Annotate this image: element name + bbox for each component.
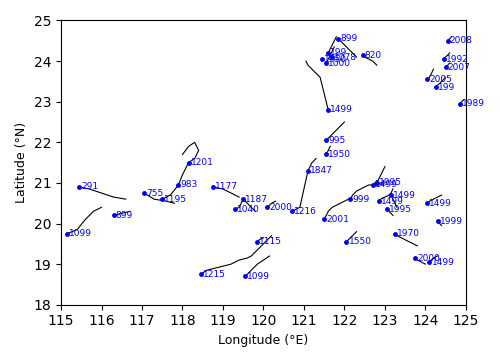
Text: 1970: 1970 xyxy=(397,229,420,238)
Text: 2000: 2000 xyxy=(418,253,440,262)
Text: 755: 755 xyxy=(146,189,164,198)
Text: 1499: 1499 xyxy=(430,199,452,208)
Text: 2000: 2000 xyxy=(270,203,292,212)
Text: 983: 983 xyxy=(180,180,198,189)
Text: 820: 820 xyxy=(364,51,382,59)
Text: 1499: 1499 xyxy=(393,191,416,199)
Y-axis label: Latitude (°N): Latitude (°N) xyxy=(15,122,28,203)
Text: 2008: 2008 xyxy=(450,36,472,45)
Text: 1000: 1000 xyxy=(328,59,351,68)
Text: 1550: 1550 xyxy=(348,237,372,246)
Text: 291: 291 xyxy=(82,182,98,191)
Text: 1099: 1099 xyxy=(69,229,92,238)
Text: 1115: 1115 xyxy=(260,237,282,246)
Text: 2005: 2005 xyxy=(430,75,452,84)
Text: 1499: 1499 xyxy=(432,258,454,266)
Text: 1099: 1099 xyxy=(248,272,270,281)
Text: 2007: 2007 xyxy=(448,63,470,72)
Text: 1499: 1499 xyxy=(330,105,353,114)
Text: 1215: 1215 xyxy=(202,270,226,279)
Text: 1187: 1187 xyxy=(245,195,268,204)
Text: 1499: 1499 xyxy=(381,197,404,206)
Text: 1499: 1499 xyxy=(375,180,398,189)
Text: 1195: 1195 xyxy=(164,195,188,204)
Text: 1999: 1999 xyxy=(440,217,462,226)
Text: 199: 199 xyxy=(438,83,455,92)
X-axis label: Longitude (°E): Longitude (°E) xyxy=(218,334,308,347)
Text: 1177: 1177 xyxy=(215,182,238,191)
Text: 899: 899 xyxy=(340,34,357,43)
Text: 1040: 1040 xyxy=(237,205,260,214)
Text: 1992: 1992 xyxy=(446,55,468,64)
Text: 2001: 2001 xyxy=(326,215,349,224)
Text: 199: 199 xyxy=(330,49,347,58)
Text: 899: 899 xyxy=(116,211,133,220)
Text: 1989: 1989 xyxy=(462,99,485,108)
Text: 1950: 1950 xyxy=(324,55,347,64)
Text: 1078: 1078 xyxy=(334,52,357,62)
Text: 995: 995 xyxy=(328,136,345,145)
Text: 1950: 1950 xyxy=(328,150,351,159)
Text: 1995: 1995 xyxy=(389,205,412,214)
Text: 1201: 1201 xyxy=(190,158,214,167)
Text: 1847: 1847 xyxy=(310,166,333,175)
Text: 999: 999 xyxy=(352,195,370,204)
Text: 1995: 1995 xyxy=(379,178,402,188)
Text: 1216: 1216 xyxy=(294,207,316,216)
